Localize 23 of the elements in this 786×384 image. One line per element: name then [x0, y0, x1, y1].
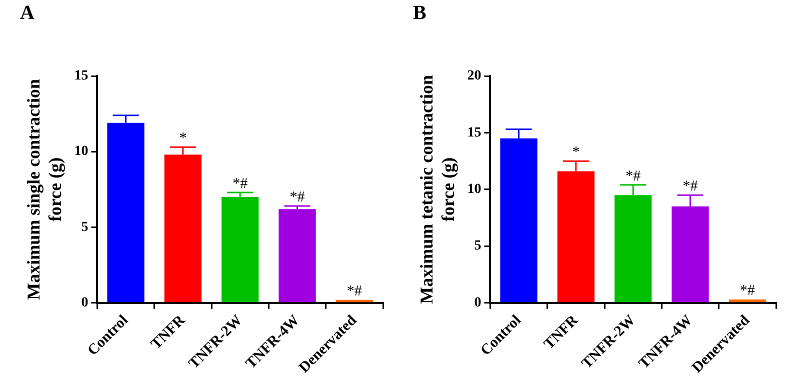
y-tick-label: 5	[474, 238, 482, 254]
y-tick-label: 20	[467, 68, 482, 84]
annotation: *#	[626, 168, 642, 184]
annotation: *#	[740, 282, 756, 299]
annotation: *#	[682, 178, 698, 195]
y-tick-label: 15	[467, 125, 482, 140]
bar	[278, 209, 316, 302]
annotation: *#	[232, 176, 248, 192]
annotation: *	[179, 130, 187, 147]
y-tick-label: 10	[467, 182, 482, 198]
y-tick-label: 10	[74, 144, 88, 160]
annotation: *#	[290, 189, 306, 206]
chart-title: A	[20, 2, 35, 24]
y-axis-title: Maximum single contraction force (g)	[23, 78, 66, 300]
y-tick-label: 0	[474, 295, 482, 310]
annotation: *	[572, 144, 580, 161]
y-tick-label: 15	[74, 68, 88, 84]
annotation: *#	[346, 283, 362, 300]
y-axis-title: Maximum tetanic contraction force (g)	[416, 74, 458, 304]
chart-title: B	[413, 2, 426, 24]
y-tick-label: 0	[81, 295, 88, 310]
y-tick-label: 5	[81, 220, 88, 235]
bar	[728, 299, 766, 302]
